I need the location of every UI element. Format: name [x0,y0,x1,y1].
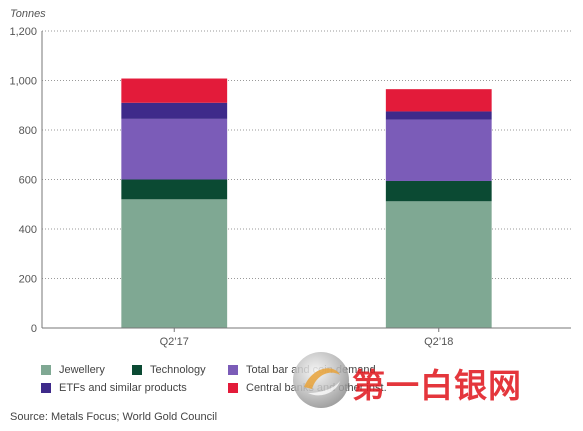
y-tick-label: 1,000 [9,76,37,88]
gridlines [42,30,571,279]
bar-segment-central-banks-and-other-inst-0 [121,78,228,103]
y-unit-label: Tonnes [10,8,46,20]
x-tick-label: Q2’17 [160,336,189,348]
bar-segment-jewellery-0 [121,199,228,328]
bar-segment-etfs-and-similar-products-0 [121,102,228,119]
y-tick-label: 1,200 [9,26,37,38]
bar-segment-technology-1 [385,180,492,202]
bar-segment-central-banks-and-other-inst-1 [385,89,492,112]
bar-segment-technology-0 [121,179,228,200]
y-tick-label: 200 [19,274,37,286]
bars [121,78,492,328]
source-note: Source: Metals Focus; World Gold Council [10,411,218,423]
bar-segment-total-bar-and-coin-demand-0 [121,118,228,180]
bar-segment-jewellery-1 [385,201,492,328]
y-tick-label: 600 [19,175,37,187]
y-tick-label: 400 [19,224,37,236]
bar-segment-etfs-and-similar-products-1 [385,111,492,120]
axes: 0 200 400 600 800 1,000 1,200 Q2’17 Q2’18 [9,26,571,348]
bar-segment-total-bar-and-coin-demand-1 [385,119,492,181]
y-tick-label: 800 [19,125,37,137]
y-tick-label: 0 [31,323,37,335]
x-tick-label: Q2’18 [424,336,453,348]
